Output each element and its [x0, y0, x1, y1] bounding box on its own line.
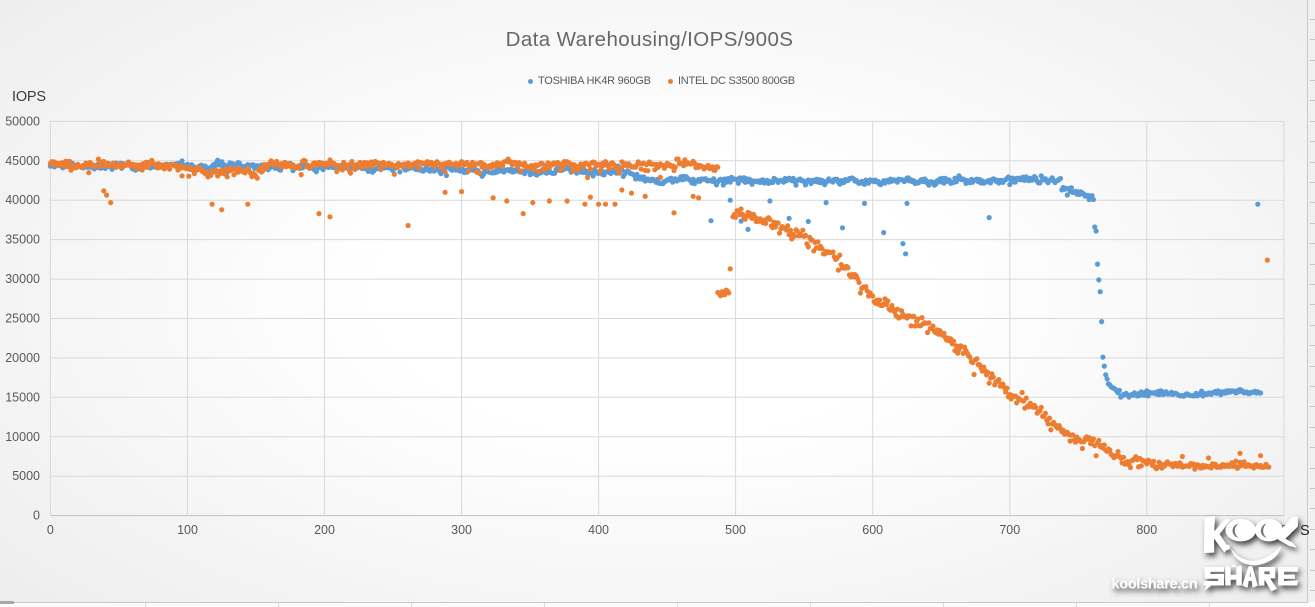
svg-text:500: 500	[725, 523, 746, 537]
svg-text:koolshare.cn: koolshare.cn	[1112, 577, 1198, 593]
svg-text:20000: 20000	[5, 351, 40, 365]
svg-text:15000: 15000	[5, 390, 40, 404]
svg-text:25000: 25000	[5, 312, 40, 326]
svg-text:10000: 10000	[5, 430, 40, 444]
svg-text:0: 0	[47, 523, 54, 537]
svg-text:40000: 40000	[5, 193, 40, 207]
svg-text:800: 800	[1136, 523, 1157, 537]
svg-text:200: 200	[314, 523, 335, 537]
svg-text:45000: 45000	[5, 154, 40, 168]
svg-text:700: 700	[999, 523, 1020, 537]
svg-text:300: 300	[451, 523, 472, 537]
svg-text:30000: 30000	[5, 272, 40, 286]
svg-text:50000: 50000	[5, 114, 40, 128]
svg-text:35000: 35000	[5, 233, 40, 247]
svg-text:100: 100	[177, 523, 198, 537]
svg-text:400: 400	[588, 523, 609, 537]
svg-text:0: 0	[33, 509, 40, 523]
svg-text:5000: 5000	[12, 469, 40, 483]
svg-text:600: 600	[862, 523, 883, 537]
